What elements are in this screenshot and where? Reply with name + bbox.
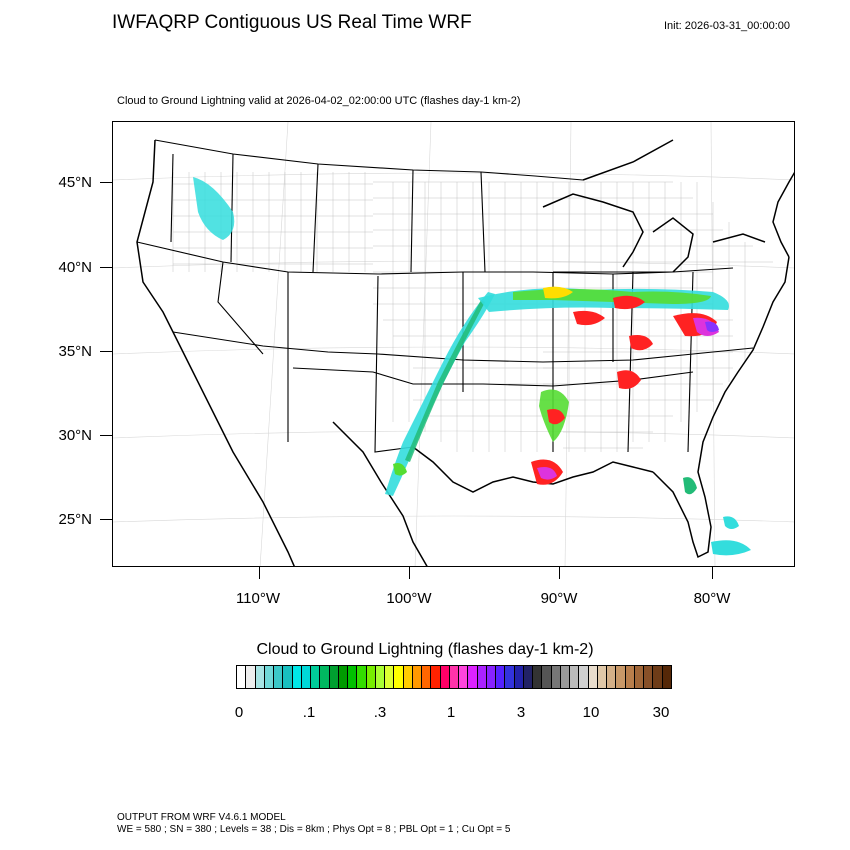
colorbar-swatch [597,666,607,688]
lon-tick-100w [409,567,410,579]
lon-tick-80w [712,567,713,579]
colorbar-label: .3 [373,704,387,721]
colorbar-swatch [662,666,671,688]
colorbar-swatch [357,666,367,688]
colorbar-swatch [579,666,589,688]
colorbar-swatch [551,666,561,688]
colorbar-swatch [320,666,330,688]
colorbar-swatch [292,666,302,688]
colorbar-swatch [570,666,580,688]
colorbar-swatch [246,666,256,688]
colorbar-swatch [496,666,506,688]
lon-label-80w: 80°W [693,590,731,607]
page-title: IWFAQRP Contiguous US Real Time WRF [112,12,472,33]
colorbar-label: 0 [234,704,244,721]
colorbar-swatch [588,666,598,688]
colorbar-swatch [653,666,663,688]
colorbar-swatch [644,666,654,688]
colorbar-swatch [486,666,496,688]
colorbar-swatch [255,666,265,688]
colorbar-swatch [560,666,570,688]
lightning-cell-southeast-red [617,370,641,389]
colorbar-swatch [329,666,339,688]
colorbar-label: 10 [582,704,600,721]
lightning-cell-mid-atlantic-violet [705,321,719,332]
init-time-label: Init: 2026-03-31_00:00:00 [664,20,790,32]
lightning-cell-appalachian-red [629,335,653,351]
colorbar-swatch [607,666,617,688]
lat-tick-25n [100,519,112,520]
lightning-band-pacific-northwest [193,177,235,240]
colorbar-swatch [301,666,311,688]
colorbar-swatch [422,666,432,688]
lat-label-25n: 25°N [58,511,92,528]
lon-tick-110w [259,567,260,579]
colorbar-swatch [283,666,293,688]
colorbar-swatch [449,666,459,688]
us-map [113,122,794,566]
colorbar-swatch [616,666,626,688]
lightning-band-great-plains-core [405,300,485,462]
colorbar-label: 30 [652,704,670,721]
lightning-cell-deep-south-red [547,409,565,425]
lightning-cell-ohio-valley-yellow [543,286,573,299]
colorbar-swatch [264,666,274,688]
colorbar-swatch [311,666,321,688]
lightning-areas [193,177,751,556]
lightning-cell-gulf-offshore-cyan [711,540,751,556]
lightning-cell-ohio-valley-red-1 [573,310,605,326]
colorbar-swatch [625,666,635,688]
lat-tick-45n [100,182,112,183]
colorbar-title: Cloud to Ground Lightning (flashes day-1… [256,641,594,658]
colorbar-swatch [338,666,348,688]
colorbar-swatch [459,666,469,688]
colorbar-swatch [634,666,644,688]
colorbar-swatch [514,666,524,688]
model-info-line-1: OUTPUT FROM WRF V4.6.1 MODEL [117,812,286,823]
colorbar-swatch [468,666,478,688]
colorbar-swatch [440,666,450,688]
lat-tick-35n [100,351,112,352]
lat-label-40n: 40°N [58,259,92,276]
colorbar-label: 1 [446,704,456,721]
lightning-cell-ohio-valley-red-2 [613,295,645,310]
lat-label-35n: 35°N [58,343,92,360]
colorbar-swatch [274,666,284,688]
colorbar-swatch [385,666,395,688]
lat-label-30n: 30°N [58,427,92,444]
colorbar-swatch [523,666,533,688]
colorbar-swatch [542,666,552,688]
colorbar-swatch [533,666,543,688]
coastlines [136,139,794,566]
map-subtitle: Cloud to Ground Lightning valid at 2026-… [117,95,521,107]
lon-label-100w: 100°W [386,590,432,607]
colorbar-swatch [431,666,441,688]
colorbar-swatch [348,666,358,688]
colorbar-swatch [477,666,487,688]
lightning-cell-texas-coast-green [393,463,407,476]
lat-tick-40n [100,267,112,268]
colorbar-label: .1 [302,704,316,721]
colorbar-swatch [366,666,376,688]
colorbar [236,665,672,689]
lon-label-90w: 90°W [540,590,578,607]
lon-label-110w: 110°W [235,590,281,607]
lightning-cell-gulf-coast-magenta [537,467,557,480]
colorbar-label: 3 [516,704,526,721]
colorbar-swatch [375,666,385,688]
lat-tick-30n [100,435,112,436]
lightning-cell-florida-green [683,477,697,495]
lightning-cell-atlantic-offshore-cyan [723,516,739,529]
map-frame [112,121,795,567]
colorbar-swatch [237,666,247,688]
colorbar-swatch [403,666,413,688]
lat-label-45n: 45°N [58,174,92,191]
colorbar-swatch [505,666,515,688]
colorbar-swatch [412,666,422,688]
lon-tick-90w [559,567,560,579]
colorbar-swatch [394,666,404,688]
model-info-line-2: WE = 580 ; SN = 380 ; Levels = 38 ; Dis … [117,824,511,835]
